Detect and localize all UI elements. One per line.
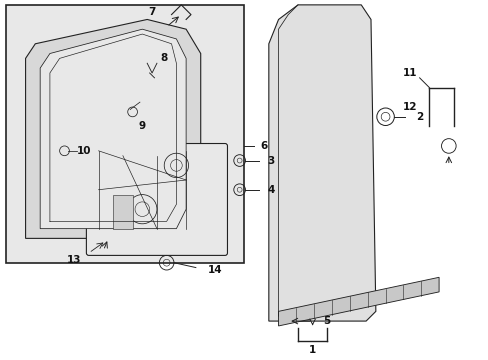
Bar bbox=[6, 5, 244, 263]
Text: 8: 8 bbox=[160, 53, 167, 63]
Text: 6: 6 bbox=[260, 141, 267, 151]
Polygon shape bbox=[25, 19, 200, 238]
Text: 10: 10 bbox=[77, 146, 91, 156]
FancyBboxPatch shape bbox=[86, 144, 227, 255]
Text: 13: 13 bbox=[67, 255, 81, 265]
Text: 7: 7 bbox=[148, 7, 156, 17]
Polygon shape bbox=[40, 29, 186, 229]
Text: 11: 11 bbox=[402, 68, 416, 78]
Text: 12: 12 bbox=[402, 102, 416, 112]
Text: 14: 14 bbox=[207, 265, 222, 275]
Text: 4: 4 bbox=[267, 185, 274, 195]
Bar bbox=[113, 195, 132, 229]
Text: 9: 9 bbox=[139, 121, 145, 131]
Text: 5: 5 bbox=[323, 316, 330, 326]
Polygon shape bbox=[278, 277, 438, 326]
Text: 3: 3 bbox=[267, 156, 274, 166]
Polygon shape bbox=[268, 5, 375, 321]
Text: 1: 1 bbox=[308, 345, 316, 355]
Text: 2: 2 bbox=[415, 112, 423, 122]
